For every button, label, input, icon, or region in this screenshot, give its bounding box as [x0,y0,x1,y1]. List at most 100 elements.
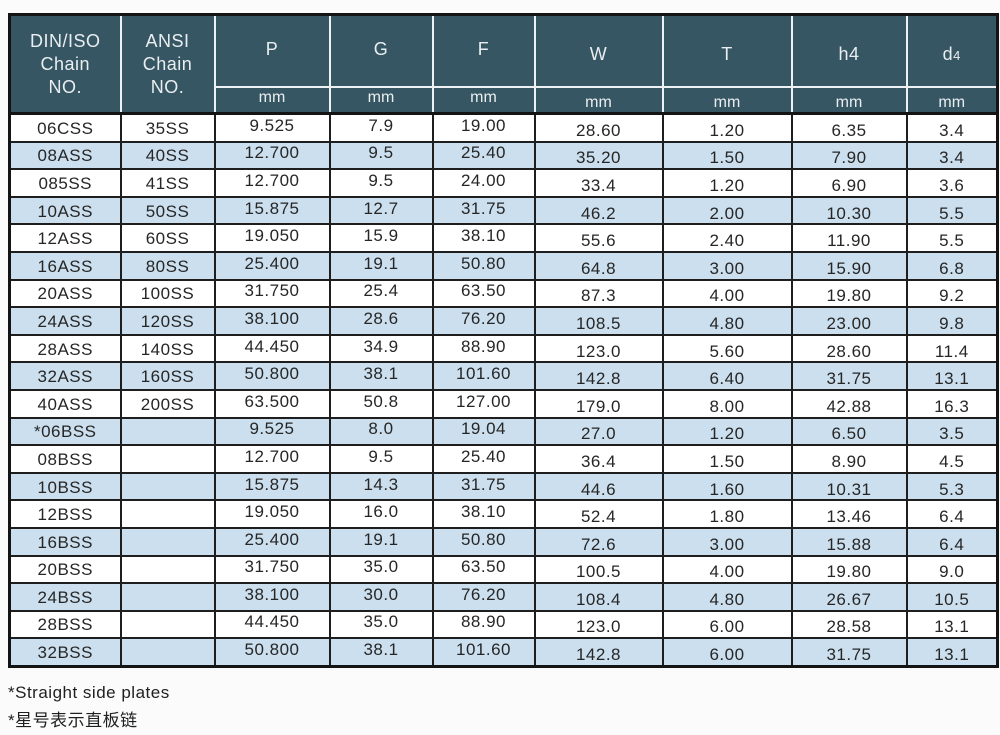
cell-p: 31.750 [213,554,331,585]
cell-t: 3.00 [661,250,793,281]
unit-cell: mm [905,86,999,115]
cell-g: 30.0 [328,582,434,612]
cell-ansi [119,471,216,502]
table-body: 06CSS 35SS 9.525 7.9 19.00 28.60 1.20 6.35 3.4 08… [8,112,999,668]
cell-f: 76.20 [431,306,536,336]
cell-d4: 5.5 [905,223,999,253]
cell-din: 16BSS [8,526,122,557]
unit-cell: mm [431,86,536,115]
cell-p: 38.100 [213,306,331,336]
cell-p: 50.800 [213,637,331,668]
cell-t: 4.80 [661,306,793,336]
cell-f: 101.60 [431,361,536,391]
cell-d4: 6.4 [905,526,999,557]
table-row: 12BSS 19.050 16.0 38.10 52.4 1.80 13.46 6.4 [8,499,999,529]
cell-din: 08BSS [8,444,122,474]
cell-din: 32ASS [8,361,122,391]
cell-din: 12ASS [8,223,122,253]
cell-ansi: 140SS [119,333,216,364]
cell-w: 108.5 [533,306,664,336]
cell-g: 12.7 [328,195,434,226]
cell-ansi [119,609,216,640]
unit-cell: mm [533,86,664,115]
cell-f: 127.00 [431,388,536,419]
cell-ansi: 120SS [119,306,216,336]
cell-din: 20BSS [8,554,122,585]
cell-f: 31.75 [431,471,536,502]
cell-t: 1.20 [661,416,793,447]
cell-f: 25.40 [431,444,536,474]
cell-g: 9.5 [328,140,434,171]
cell-w: 46.2 [533,195,664,226]
header-din-iso-chain-no: DIN/ISO Chain NO. [8,13,122,115]
header-line: Chain [40,53,91,74]
cell-d4: 6.8 [905,250,999,281]
table-row: 06CSS 35SS 9.525 7.9 19.00 28.60 1.20 6.35 3.4 [8,112,999,143]
chain-spec-table: DIN/ISO Chain NO. ANSI Chain NO. P G F W… [8,13,999,668]
table-row: *06BSS 9.525 8.0 19.04 27.0 1.20 6.50 3.5 [8,416,999,447]
cell-h4: 28.60 [790,333,908,364]
cell-w: 179.0 [533,388,664,419]
cell-p: 44.450 [213,609,331,640]
cell-p: 63.500 [213,388,331,419]
cell-d4: 3.4 [905,140,999,171]
cell-w: 87.3 [533,278,664,309]
cell-din: 28ASS [8,333,122,364]
cell-t: 2.40 [661,223,793,253]
cell-ansi: 50SS [119,195,216,226]
cell-w: 142.8 [533,361,664,391]
cell-h4: 28.58 [790,609,908,640]
cell-w: 28.60 [533,112,664,143]
table-row: 28BSS 44.450 35.0 88.90 123.0 6.00 28.58 13.1 [8,609,999,640]
cell-d4: 13.1 [905,609,999,640]
header-col-t: T [661,13,793,88]
cell-w: 72.6 [533,526,664,557]
cell-ansi [119,582,216,612]
cell-h4: 23.00 [790,306,908,336]
cell-h4: 6.50 [790,416,908,447]
cell-w: 55.6 [533,223,664,253]
cell-t: 1.80 [661,499,793,529]
cell-ansi: 100SS [119,278,216,309]
cell-p: 44.450 [213,333,331,364]
cell-p: 12.700 [213,444,331,474]
cell-ansi [119,526,216,557]
table-row: 20BSS 31.750 35.0 63.50 100.5 4.00 19.80 9.0 [8,554,999,585]
cell-din: 08ASS [8,140,122,171]
cell-h4: 15.88 [790,526,908,557]
cell-p: 19.050 [213,223,331,253]
table-row: 10ASS 50SS 15.875 12.7 31.75 46.2 2.00 10.30 5.5 [8,195,999,226]
table-row: 10BSS 15.875 14.3 31.75 44.6 1.60 10.31 5.3 [8,471,999,502]
cell-h4: 13.46 [790,499,908,529]
cell-f: 50.80 [431,526,536,557]
cell-din: 24BSS [8,582,122,612]
cell-d4: 5.3 [905,471,999,502]
cell-p: 19.050 [213,499,331,529]
cell-w: 36.4 [533,444,664,474]
cell-g: 35.0 [328,609,434,640]
cell-p: 12.700 [213,168,331,198]
cell-w: 33.4 [533,168,664,198]
cell-p: 25.400 [213,250,331,281]
cell-t: 4.00 [661,554,793,585]
cell-w: 123.0 [533,333,664,364]
cell-w: 64.8 [533,250,664,281]
cell-d4: 3.4 [905,112,999,143]
cell-t: 1.20 [661,168,793,198]
cell-w: 108.4 [533,582,664,612]
cell-ansi [119,554,216,585]
cell-d4: 9.0 [905,554,999,585]
table-row: 16BSS 25.400 19.1 50.80 72.6 3.00 15.88 6.4 [8,526,999,557]
cell-h4: 26.67 [790,582,908,612]
cell-f: 88.90 [431,609,536,640]
cell-din: 20ASS [8,278,122,309]
cell-g: 28.6 [328,306,434,336]
cell-f: 101.60 [431,637,536,668]
cell-d4: 6.4 [905,499,999,529]
cell-f: 31.75 [431,195,536,226]
cell-h4: 11.90 [790,223,908,253]
cell-din: 40ASS [8,388,122,419]
cell-t: 8.00 [661,388,793,419]
unit-cell: mm [661,86,793,115]
